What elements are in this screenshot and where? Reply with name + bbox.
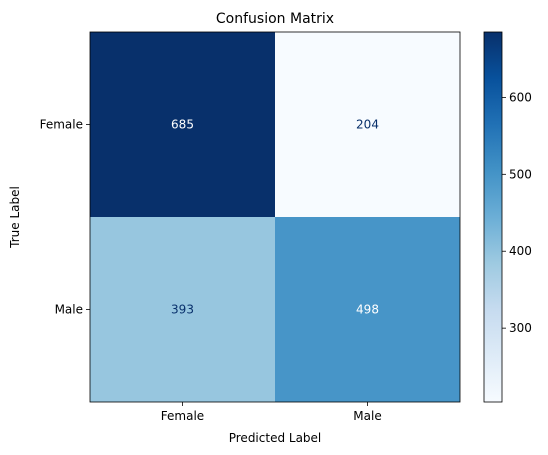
y-axis-label: True Label: [8, 186, 22, 249]
colorbar-ticks: 300 400 500 600: [502, 90, 532, 335]
colorbar-tick-label: 400: [509, 244, 532, 258]
x-axis-ticks: Female Male: [161, 402, 382, 423]
colorbar: [483, 31, 503, 403]
heatmap-cell: [275, 217, 460, 402]
x-axis-label: Predicted Label: [229, 431, 322, 445]
cell-value-label: 685: [171, 118, 194, 132]
chart-title: Confusion Matrix: [216, 11, 334, 27]
cell-value-label: 498: [356, 303, 379, 317]
plot-frame: [89, 31, 461, 403]
cell-value-label: 204: [356, 118, 379, 132]
x-tick-label: Female: [161, 409, 204, 423]
y-tick-label: Male: [55, 303, 83, 317]
heatmap-cell: [90, 217, 275, 402]
colorbar-tick-label: 500: [509, 167, 532, 181]
x-tick-label: Male: [353, 409, 381, 423]
heatmap-cell: [275, 32, 460, 217]
heatmap-cells: [90, 32, 460, 402]
y-axis-ticks: Female Male: [40, 118, 90, 317]
heatmap-cell: [90, 32, 275, 217]
colorbar-tick-label: 600: [509, 90, 532, 104]
y-tick-label: Female: [40, 118, 83, 132]
heatmap-cell-labels: 685 204 393 498: [171, 118, 379, 317]
colorbar-tick-label: 300: [509, 321, 532, 335]
cell-value-label: 393: [171, 303, 194, 317]
